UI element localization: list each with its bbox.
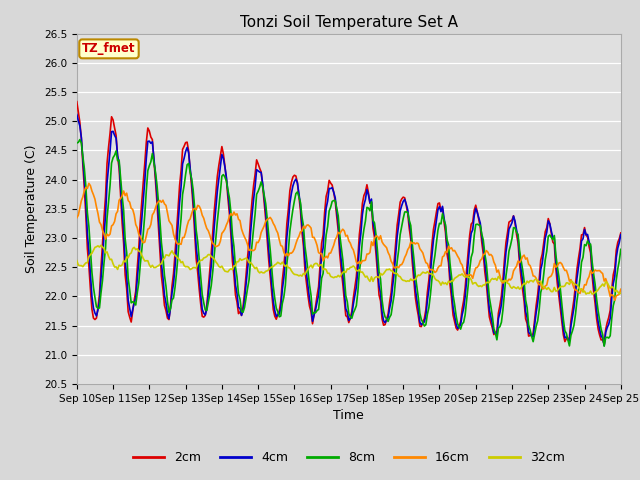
Y-axis label: Soil Temperature (C): Soil Temperature (C)	[25, 144, 38, 273]
Title: Tonzi Soil Temperature Set A: Tonzi Soil Temperature Set A	[240, 15, 458, 30]
X-axis label: Time: Time	[333, 409, 364, 422]
Legend: 2cm, 4cm, 8cm, 16cm, 32cm: 2cm, 4cm, 8cm, 16cm, 32cm	[128, 446, 570, 469]
Text: TZ_fmet: TZ_fmet	[82, 42, 136, 55]
